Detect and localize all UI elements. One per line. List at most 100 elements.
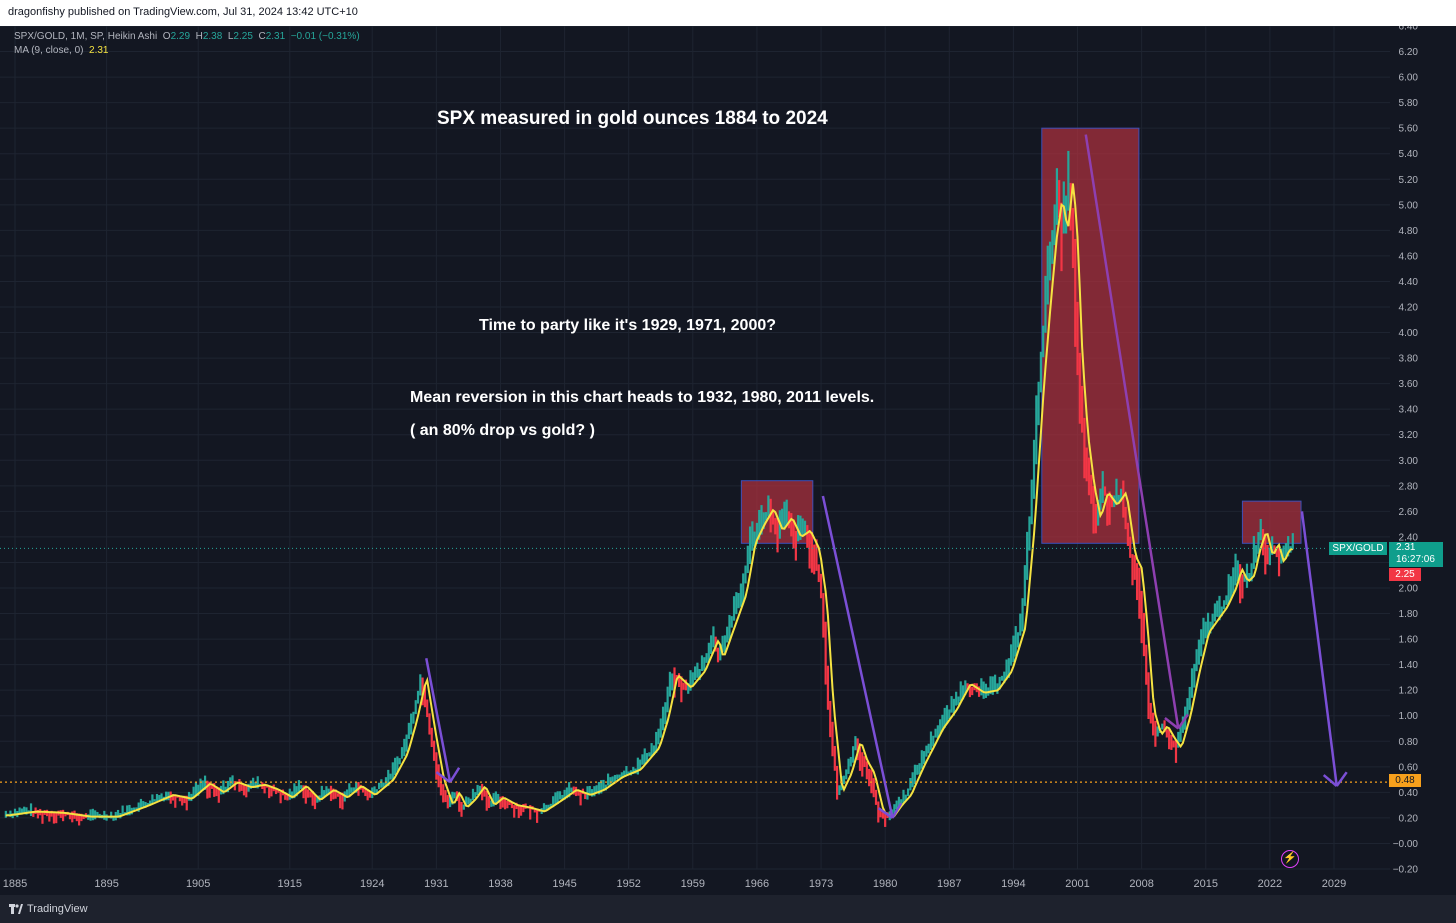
y-tick-label: 1.40 xyxy=(1399,660,1419,671)
y-tick-label: 5.60 xyxy=(1399,124,1419,135)
x-tick-label: 2008 xyxy=(1129,878,1153,890)
open-value: 2.29 xyxy=(170,31,191,42)
y-tick-label: 4.60 xyxy=(1399,251,1419,262)
symbol-info[interactable]: SPX/GOLD, 1M, SP, Heikin Ashi xyxy=(14,31,158,42)
y-tick-label: 6.20 xyxy=(1399,47,1419,58)
low-value: 2.25 xyxy=(233,31,253,42)
low-label: L xyxy=(227,31,234,42)
close-price-tag: 2.31 16:27:06 xyxy=(1389,542,1443,567)
x-tick-label: 1980 xyxy=(873,878,897,890)
x-tick-label: 1987 xyxy=(937,878,961,890)
ma-value: 2.31 xyxy=(89,45,109,56)
x-tick-label: 1952 xyxy=(616,878,640,890)
x-tick-label: 1938 xyxy=(488,878,512,890)
trend-arrow-head xyxy=(435,771,451,784)
close-price-text: 2.31 xyxy=(1396,542,1416,553)
moving-average-line xyxy=(5,183,1293,819)
y-tick-label: 2.00 xyxy=(1399,584,1419,595)
y-tick-label: 4.20 xyxy=(1399,303,1419,314)
annotation-party: Time to party like it's 1929, 1971, 2000… xyxy=(479,317,777,334)
trend-arrow xyxy=(1084,134,1180,729)
trend-arrow xyxy=(1300,511,1338,787)
y-tick-label: 6.00 xyxy=(1399,73,1419,84)
trend-arrow xyxy=(425,658,452,783)
y-tick-label: 2.40 xyxy=(1399,532,1419,543)
open-label: O xyxy=(162,31,171,42)
x-tick-label: 1924 xyxy=(360,878,384,890)
annotation-mean-reversion: Mean reversion in this chart heads to 19… xyxy=(410,389,875,406)
y-tick-label: 0.80 xyxy=(1399,737,1419,748)
ma-label[interactable]: MA (9, close, 0) xyxy=(14,45,84,56)
y-tick-label: 3.00 xyxy=(1399,456,1419,467)
y-tick-label: 5.20 xyxy=(1399,175,1419,186)
y-tick-label: 1.80 xyxy=(1399,609,1419,620)
y-tick-label: 0.40 xyxy=(1399,788,1419,799)
x-tick-label: 1973 xyxy=(809,878,833,890)
highlight-boxes xyxy=(740,127,1302,544)
high-label: H xyxy=(195,31,203,42)
symbol-legend-row: SPX/GOLD, 1M, SP, Heikin Ashi O2.29 H2.3… xyxy=(14,30,360,44)
chart-title: SPX measured in gold ounces 1884 to 2024 xyxy=(437,108,828,129)
publish-bar: dragonfishy published on TradingView.com… xyxy=(0,0,1456,26)
x-tick-label: 1966 xyxy=(745,878,769,890)
low-price-tag: 2.25 xyxy=(1389,568,1421,581)
x-tick-label: 1905 xyxy=(186,878,210,890)
high-value: 2.38 xyxy=(202,31,223,42)
trend-arrow xyxy=(821,495,894,819)
trend-arrow-head xyxy=(1177,713,1189,730)
chart-legend: SPX/GOLD, 1M, SP, Heikin Ashi O2.29 H2.3… xyxy=(14,30,360,58)
chart-grid xyxy=(0,25,1390,870)
y-tick-label: 5.80 xyxy=(1399,98,1419,109)
y-tick-label: 2.60 xyxy=(1399,507,1419,518)
symbol-price-tag: SPX/GOLD xyxy=(1329,542,1387,555)
y-tick-label: 3.60 xyxy=(1399,379,1419,390)
x-tick-label: 2029 xyxy=(1322,878,1346,890)
y-tick-label: 4.40 xyxy=(1399,277,1419,288)
annotation-drop: ( an 80% drop vs gold? ) xyxy=(410,422,595,439)
y-tick-label: 4.80 xyxy=(1399,226,1419,237)
close-label: C xyxy=(258,31,266,42)
y-tick-label: 0.60 xyxy=(1399,762,1419,773)
trend-arrow-head xyxy=(877,807,894,819)
x-tick-label: 2015 xyxy=(1194,878,1218,890)
ma-legend-row: MA (9, close, 0) 2.31 xyxy=(14,44,360,58)
y-tick-label: 1.20 xyxy=(1399,686,1419,697)
x-tick-label: 2001 xyxy=(1065,878,1089,890)
trend-arrow-head xyxy=(449,767,461,783)
publish-info: dragonfishy published on TradingView.com… xyxy=(8,6,358,18)
tradingview-logo-icon xyxy=(9,904,23,914)
y-tick-label: 1.60 xyxy=(1399,635,1419,646)
x-tick-label: 1931 xyxy=(424,878,448,890)
price-axis: 6.40 6.20 6.00 5.80 5.60 5.40 5.20 5.00 4.80 4.60… xyxy=(1393,22,1419,876)
trend-arrow-head xyxy=(1322,774,1338,787)
x-tick-label: 1945 xyxy=(552,878,576,890)
level-price-tag: 0.48 xyxy=(1389,774,1421,787)
footer-bar xyxy=(0,895,1456,923)
y-tick-label: −0.00 xyxy=(1393,839,1419,850)
close-value: 2.31 xyxy=(265,31,286,42)
trend-arrow-head xyxy=(891,802,903,819)
x-tick-label: 1959 xyxy=(681,878,705,890)
y-tick-label: −0.20 xyxy=(1393,865,1419,876)
y-tick-label: 0.20 xyxy=(1399,813,1419,824)
y-tick-label: 1.00 xyxy=(1399,711,1419,722)
time-axis: 1885 1895 1905 1915 1924 1931 1938 1945 1952 1959… xyxy=(3,878,1346,890)
trend-arrows xyxy=(425,134,1348,819)
y-tick-label: 5.00 xyxy=(1399,200,1419,211)
trend-arrow-head xyxy=(1335,771,1348,787)
bar-countdown: 16:27:06 xyxy=(1396,554,1435,565)
x-tick-label: 1885 xyxy=(3,878,27,890)
y-tick-label: 6.40 xyxy=(1399,22,1419,33)
y-tick-label: 3.40 xyxy=(1399,405,1419,416)
tradingview-brand: TradingView xyxy=(27,903,88,915)
lightning-icon[interactable]: ⚡ xyxy=(1281,850,1299,868)
trend-arrow-head xyxy=(1164,717,1180,730)
y-tick-label: 2.80 xyxy=(1399,481,1419,492)
x-tick-label: 1915 xyxy=(278,878,302,890)
y-tick-label: 3.20 xyxy=(1399,430,1419,441)
x-tick-label: 1994 xyxy=(1001,878,1025,890)
y-tick-label: 3.80 xyxy=(1399,354,1419,365)
y-tick-label: 5.40 xyxy=(1399,149,1419,160)
change-value: −0.01 (−0.31%) xyxy=(290,31,360,42)
